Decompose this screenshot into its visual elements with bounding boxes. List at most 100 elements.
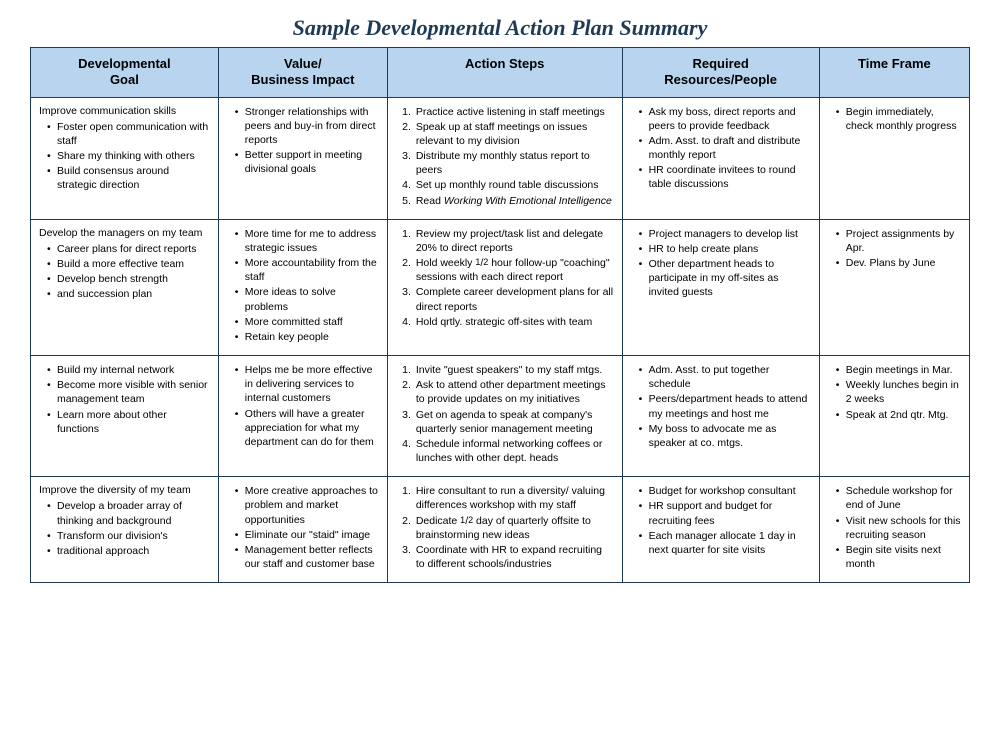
cell-steps: Hire consultant to run a diversity/ valu…	[387, 477, 622, 583]
list-item: Build a more effective team	[47, 257, 210, 271]
list-item: Develop bench strength	[47, 272, 210, 286]
list-item: More ideas to solve problems	[235, 285, 379, 313]
table-row: Develop the managers on my team Career pl…	[31, 219, 970, 355]
list-item: Develop a broader array of thinking and …	[47, 499, 210, 527]
bullet-list: More creative approaches to problem and …	[227, 484, 379, 571]
cell-timeframe: Schedule workshop for end of JuneVisit n…	[819, 477, 969, 583]
bullet-list: Foster open communication with staffShar…	[39, 120, 210, 193]
cell-timeframe: Project assignments by Apr.Dev. Plans by…	[819, 219, 969, 355]
column-header: DevelopmentalGoal	[31, 48, 219, 98]
list-item: Distribute my monthly status report to p…	[414, 149, 614, 177]
list-item: More time for me to address strategic is…	[235, 227, 379, 255]
goal-lead: Develop the managers on my team	[39, 226, 210, 240]
list-item: Adm. Asst. to draft and distribute month…	[639, 134, 811, 162]
bullet-list: Ask my boss, direct reports and peers to…	[631, 105, 811, 192]
list-item: Set up monthly round table discussions	[414, 178, 614, 192]
list-item: Ask my boss, direct reports and peers to…	[639, 105, 811, 133]
list-item: Learn more about other functions	[47, 408, 210, 436]
column-header: RequiredResources/People	[622, 48, 819, 98]
list-item: Career plans for direct reports	[47, 242, 210, 256]
numbered-list: Review my project/task list and delegate…	[396, 227, 614, 329]
list-item: Hire consultant to run a diversity/ valu…	[414, 484, 614, 512]
list-item: Hold weekly 1/2 hour follow-up "coaching…	[414, 256, 614, 284]
cell-resources: Adm. Asst. to put together schedulePeers…	[622, 356, 819, 477]
list-item: Other department heads to participate in…	[639, 257, 811, 300]
list-item: Schedule informal networking coffees or …	[414, 437, 614, 465]
bullet-list: Build my internal networkBecome more vis…	[39, 363, 210, 436]
numbered-list: Invite "guest speakers" to my staff mtgs…	[396, 363, 614, 465]
list-item: Begin meetings in Mar.	[836, 363, 961, 377]
list-item: Hold qrtly. strategic off-sites with tea…	[414, 315, 614, 329]
list-item: Better support in meeting divisional goa…	[235, 148, 379, 176]
list-item: Helps me be more effective in delivering…	[235, 363, 379, 406]
cell-goal: Develop the managers on my team Career pl…	[31, 219, 219, 355]
list-item: HR to help create plans	[639, 242, 811, 256]
list-item: traditional approach	[47, 544, 210, 558]
goal-lead: Improve communication skills	[39, 104, 210, 118]
cell-timeframe: Begin meetings in Mar.Weekly lunches beg…	[819, 356, 969, 477]
list-item: Build my internal network	[47, 363, 210, 377]
cell-steps: Review my project/task list and delegate…	[387, 219, 622, 355]
column-header: Time Frame	[819, 48, 969, 98]
table-header-row: DevelopmentalGoalValue/Business ImpactAc…	[31, 48, 970, 98]
list-item: Visit new schools for this recruiting se…	[836, 514, 961, 542]
bullet-list: Begin immediately, check monthly progres…	[828, 105, 961, 133]
list-item: Project assignments by Apr.	[836, 227, 961, 255]
list-item: Become more visible with senior manageme…	[47, 378, 210, 406]
bullet-list: Begin meetings in Mar.Weekly lunches beg…	[828, 363, 961, 422]
list-item: Project managers to develop list	[639, 227, 811, 241]
list-item: Share my thinking with others	[47, 149, 210, 163]
cell-steps: Invite "guest speakers" to my staff mtgs…	[387, 356, 622, 477]
bullet-list: Schedule workshop for end of JuneVisit n…	[828, 484, 961, 571]
list-item: Weekly lunches begin in 2 weeks	[836, 378, 961, 406]
cell-resources: Budget for workshop consultantHR support…	[622, 477, 819, 583]
cell-goal: Build my internal networkBecome more vis…	[31, 356, 219, 477]
bullet-list: More time for me to address strategic is…	[227, 227, 379, 344]
list-item: Read Working With Emotional Intelligence	[414, 194, 614, 208]
cell-value: More time for me to address strategic is…	[218, 219, 387, 355]
cell-value: Stronger relationships with peers and bu…	[218, 97, 387, 219]
list-item: Begin immediately, check monthly progres…	[836, 105, 961, 133]
list-item: Management better reflects our staff and…	[235, 543, 379, 571]
bullet-list: Adm. Asst. to put together schedulePeers…	[631, 363, 811, 450]
list-item: More creative approaches to problem and …	[235, 484, 379, 527]
list-item: HR coordinate invitees to round table di…	[639, 163, 811, 191]
table-row: Improve the diversity of my teamDevelop …	[31, 477, 970, 583]
list-item: Foster open communication with staff	[47, 120, 210, 148]
list-item: Dedicate 1/2 day of quarterly offsite to…	[414, 514, 614, 542]
column-header: Value/Business Impact	[218, 48, 387, 98]
table-row: Improve communication skills Foster open …	[31, 97, 970, 219]
list-item: Eliminate our "staid" image	[235, 528, 379, 542]
table-row: Build my internal networkBecome more vis…	[31, 356, 970, 477]
bullet-list: Project managers to develop listHR to he…	[631, 227, 811, 300]
column-header: Action Steps	[387, 48, 622, 98]
list-item: Coordinate with HR to expand recruiting …	[414, 543, 614, 571]
list-item: Build consensus around strategic directi…	[47, 164, 210, 192]
list-item: Complete career development plans for al…	[414, 285, 614, 313]
numbered-list: Practice active listening in staff meeti…	[396, 105, 614, 208]
list-item: Speak at 2nd qtr. Mtg.	[836, 408, 961, 422]
list-item: Practice active listening in staff meeti…	[414, 105, 614, 119]
list-item: Adm. Asst. to put together schedule	[639, 363, 811, 391]
list-item: and succession plan	[47, 287, 210, 301]
list-item: Review my project/task list and delegate…	[414, 227, 614, 255]
bullet-list: Develop a broader array of thinking and …	[39, 499, 210, 558]
numbered-list: Hire consultant to run a diversity/ valu…	[396, 484, 614, 571]
list-item: Transform our division's	[47, 529, 210, 543]
cell-resources: Ask my boss, direct reports and peers to…	[622, 97, 819, 219]
bullet-list: Budget for workshop consultantHR support…	[631, 484, 811, 557]
list-item: Stronger relationships with peers and bu…	[235, 105, 379, 148]
list-item: Ask to attend other department meetings …	[414, 378, 614, 406]
cell-value: Helps me be more effective in delivering…	[218, 356, 387, 477]
list-item: Retain key people	[235, 330, 379, 344]
action-plan-table: DevelopmentalGoalValue/Business ImpactAc…	[30, 47, 970, 583]
cell-goal: Improve communication skills Foster open …	[31, 97, 219, 219]
list-item: Each manager allocate 1 day in next quar…	[639, 529, 811, 557]
list-item: Budget for workshop consultant	[639, 484, 811, 498]
list-item: My boss to advocate me as speaker at co.…	[639, 422, 811, 450]
page-title: Sample Developmental Action Plan Summary	[30, 15, 970, 41]
list-item: Get on agenda to speak at company's quar…	[414, 408, 614, 436]
bullet-list: Helps me be more effective in delivering…	[227, 363, 379, 449]
list-item: Speak up at staff meetings on issues rel…	[414, 120, 614, 148]
list-item: Schedule workshop for end of June	[836, 484, 961, 512]
